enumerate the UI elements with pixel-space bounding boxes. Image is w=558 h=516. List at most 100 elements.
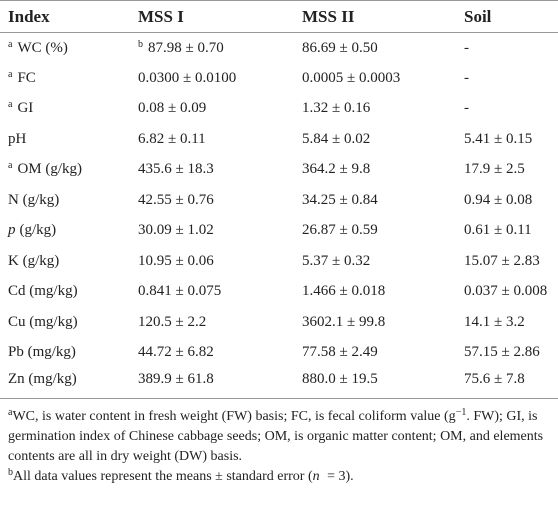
superscript: a bbox=[8, 407, 13, 418]
table-cell: 0.94 ± 0.08 bbox=[456, 185, 558, 216]
table-row: a OM (g/kg) 435.6 ± 18.3 364.2 ± 9.8 17.9 ± … bbox=[0, 155, 558, 186]
cell-text: 880.0 ± 19.5 bbox=[302, 370, 378, 387]
cell-text: Zn (mg/kg) bbox=[8, 370, 77, 387]
cell-text: pH bbox=[8, 130, 27, 147]
superscript: a bbox=[8, 160, 13, 172]
table-cell: 57.15 ± 2.86 bbox=[456, 338, 558, 369]
text: FC bbox=[17, 69, 36, 86]
cell-text: N (g/kg) bbox=[8, 191, 60, 208]
cell-text: 17.9 ± 2.5 bbox=[464, 161, 525, 178]
column-header: MSS II bbox=[302, 6, 355, 26]
table-cell: Pb (mg/kg) bbox=[0, 338, 130, 369]
column-header: Index bbox=[8, 6, 50, 26]
text: WC, is water content in fresh weight (FW… bbox=[12, 409, 456, 424]
cell-text: Cu (mg/kg) bbox=[8, 313, 78, 330]
table-cell: 3602.1 ± 99.8 bbox=[294, 307, 456, 338]
text: OM (g/kg) bbox=[17, 161, 83, 178]
table-row: a GI 0.08 ± 0.09 1.32 ± 0.16 - bbox=[0, 94, 558, 125]
cell-text: 6.82 ± 0.11 bbox=[138, 130, 206, 147]
table-cell: 77.58 ± 2.49 bbox=[294, 338, 456, 369]
cell-text: 14.1 ± 3.2 bbox=[464, 313, 525, 330]
column-header: MSS I bbox=[138, 6, 184, 26]
cell-text: 0.841 ± 0.075 bbox=[138, 283, 222, 300]
cell-text: 0.0005 ± 0.0003 bbox=[302, 69, 401, 86]
table-cell: 34.25 ± 0.84 bbox=[294, 185, 456, 216]
cell-text: 5.37 ± 0.32 bbox=[302, 252, 371, 269]
cell-text: 364.2 ± 9.8 bbox=[302, 161, 371, 178]
text: (g/kg) bbox=[19, 222, 57, 239]
table-cell: Cu (mg/kg) bbox=[0, 307, 130, 338]
cell-text: 0.0300 ± 0.0100 bbox=[138, 69, 237, 86]
table-row: Cu (mg/kg) 120.5 ± 2.2 3602.1 ± 99.8 14.1 ±… bbox=[0, 307, 558, 338]
text: 87.98 ± 0.70 bbox=[148, 39, 224, 56]
table-cell: 42.55 ± 0.76 bbox=[130, 185, 294, 216]
table-row: Pb (mg/kg) 44.72 ± 6.82 77.58 ± 2.49 57.15 … bbox=[0, 338, 558, 369]
cell-text: Cd (mg/kg) bbox=[8, 283, 78, 300]
data-table: Index MSS I MSS II Soil a WC (%) b 87.98 ± 0.7… bbox=[0, 0, 558, 399]
table-cell: 10.95 ± 0.06 bbox=[130, 246, 294, 277]
cell-text: 34.25 ± 0.84 bbox=[302, 191, 378, 208]
table-row: p (g/kg) 30.09 ± 1.02 26.87 ± 0.59 0.61 ± 0.… bbox=[0, 216, 558, 247]
table-cell: pH bbox=[0, 124, 130, 155]
cell-text: - bbox=[464, 69, 469, 86]
superscript: a bbox=[8, 99, 13, 111]
table-row: a WC (%) b 87.98 ± 0.70 86.69 ± 0.50 - bbox=[0, 33, 558, 64]
cell-text: 0.08 ± 0.09 bbox=[138, 100, 207, 117]
table-row: K (g/kg) 10.95 ± 0.06 5.37 ± 0.32 15.07 ± 2… bbox=[0, 246, 558, 277]
table-cell: 15.07 ± 2.83 bbox=[456, 246, 558, 277]
table-cell: - bbox=[456, 33, 558, 64]
column-header: Soil bbox=[464, 6, 492, 26]
cell-text: - bbox=[464, 39, 469, 56]
superscript: b bbox=[8, 467, 13, 478]
cell-text: 0.94 ± 0.08 bbox=[464, 191, 533, 208]
table-cell: 120.5 ± 2.2 bbox=[130, 307, 294, 338]
table-cell: 5.37 ± 0.32 bbox=[294, 246, 456, 277]
superscript: a bbox=[8, 38, 13, 50]
table-header: Index MSS I MSS II Soil bbox=[0, 0, 558, 33]
cell-text: 86.69 ± 0.50 bbox=[302, 39, 378, 56]
superscript: a bbox=[8, 68, 13, 80]
cell-text: - bbox=[464, 100, 469, 117]
cell-text: 389.9 ± 61.8 bbox=[138, 370, 214, 387]
table-cell: 880.0 ± 19.5 bbox=[294, 368, 456, 399]
table-cell: a OM (g/kg) bbox=[0, 155, 130, 186]
cell-text: 42.55 ± 0.76 bbox=[138, 191, 214, 208]
cell-text: 75.6 ± 7.8 bbox=[464, 370, 525, 387]
table-cell: 44.72 ± 6.82 bbox=[130, 338, 294, 369]
table-cell: 86.69 ± 0.50 bbox=[294, 33, 456, 64]
table-row: pH 6.82 ± 0.11 5.84 ± 0.02 5.41 ± 0.15 bbox=[0, 124, 558, 155]
cell-text: 0.61 ± 0.11 bbox=[464, 222, 532, 239]
table-cell: 435.6 ± 18.3 bbox=[130, 155, 294, 186]
cell-text: 10.95 ± 0.06 bbox=[138, 252, 214, 269]
table-cell: p (g/kg) bbox=[0, 216, 130, 247]
cell-text: 5.84 ± 0.02 bbox=[302, 130, 371, 147]
table-cell: 1.32 ± 0.16 bbox=[294, 94, 456, 125]
table-cell: 0.08 ± 0.09 bbox=[130, 94, 294, 125]
table-row: Zn (mg/kg) 389.9 ± 61.8 880.0 ± 19.5 75.6 ±… bbox=[0, 368, 558, 399]
table-cell: 0.61 ± 0.11 bbox=[456, 216, 558, 247]
cell-text: 120.5 ± 2.2 bbox=[138, 313, 207, 330]
table-cell: K (g/kg) bbox=[0, 246, 130, 277]
cell-text: 15.07 ± 2.83 bbox=[464, 252, 540, 269]
text: GI bbox=[17, 100, 34, 117]
table-cell: - bbox=[456, 94, 558, 125]
footnote: aWC, is water content in fresh weight (F… bbox=[8, 407, 550, 467]
table-cell: b 87.98 ± 0.70 bbox=[130, 33, 294, 64]
cell-text: 1.466 ± 0.018 bbox=[302, 283, 386, 300]
table-cell: a WC (%) bbox=[0, 33, 130, 64]
table-cell: 5.41 ± 0.15 bbox=[456, 124, 558, 155]
cell-text: Pb (mg/kg) bbox=[8, 344, 76, 361]
cell-text: 435.6 ± 18.3 bbox=[138, 161, 214, 178]
table-row: N (g/kg) 42.55 ± 0.76 34.25 ± 0.84 0.94 ± 0… bbox=[0, 185, 558, 216]
cell-text: 5.41 ± 0.15 bbox=[464, 130, 533, 147]
cell-text: 0.037 ± 0.008 bbox=[464, 283, 548, 300]
superscript: b bbox=[138, 38, 143, 50]
table-cell: 17.9 ± 2.5 bbox=[456, 155, 558, 186]
table-cell: Cd (mg/kg) bbox=[0, 277, 130, 308]
table-cell: 0.037 ± 0.008 bbox=[456, 277, 558, 308]
table-cell: Zn (mg/kg) bbox=[0, 368, 130, 399]
text: . FW); GI, is germination index of Chine… bbox=[8, 409, 544, 464]
table-cell: 14.1 ± 3.2 bbox=[456, 307, 558, 338]
table-cell: a FC bbox=[0, 63, 130, 94]
footnotes: aWC, is water content in fresh weight (F… bbox=[0, 399, 558, 487]
